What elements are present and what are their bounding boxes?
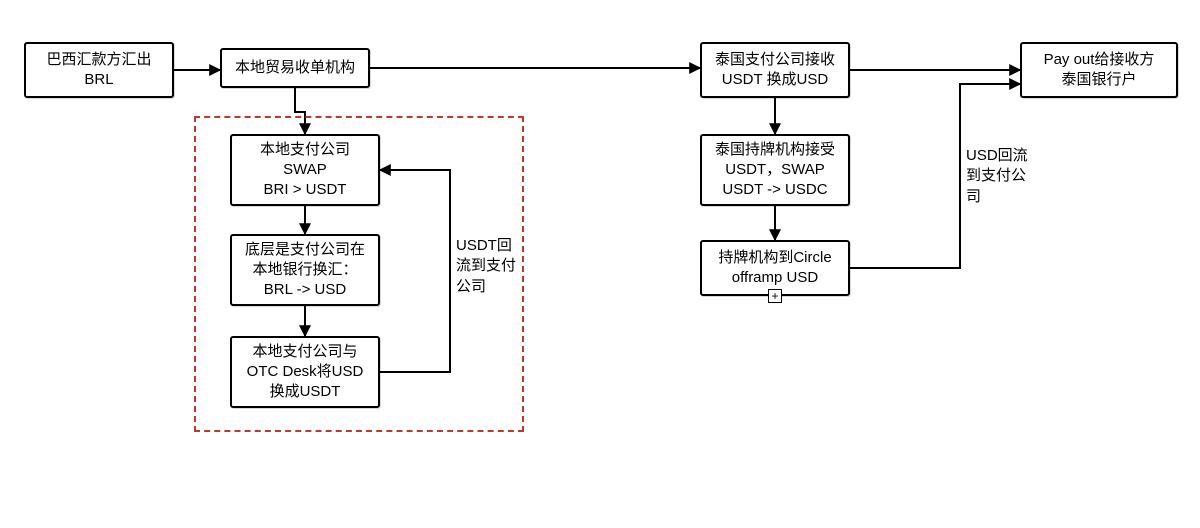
node-text: 本地支付公司 SWAP BRI > USDT — [260, 140, 350, 201]
node-brazil-sender-brl: 巴西汇款方汇出 BRL — [24, 42, 174, 98]
node-circle-offramp-usd: 持牌机构到Circle offramp USD — [700, 240, 850, 296]
node-text: 本地支付公司与 OTC Desk将USD 换成USDT — [247, 342, 364, 403]
node-bank-fx-brl-usd: 底层是支付公司在 本地银行换汇： BRL -> USD — [230, 234, 380, 306]
node-thai-receive-usdt-usd: 泰国支付公司接收 USDT 换成USD — [700, 42, 850, 98]
node-text: 底层是支付公司在 本地银行换汇： BRL -> USD — [245, 240, 365, 301]
edge-label-usd-return: USD回流 到支付公 司 — [966, 146, 1028, 207]
node-thai-licensed-swap-usdt-usdc: 泰国持牌机构接受 USDT，SWAP USDT -> USDC — [700, 134, 850, 206]
node-local-swap-bri-usdt: 本地支付公司 SWAP BRI > USDT — [230, 134, 380, 206]
node-text: 泰国支付公司接收 USDT 换成USD — [715, 50, 835, 91]
node-text: 泰国持牌机构接受 USDT，SWAP USDT -> USDC — [715, 140, 835, 201]
node-payout-thai-bank: Pay out给接收方 泰国银行户 — [1020, 42, 1178, 98]
edge-e6 — [380, 170, 450, 372]
node-text: 巴西汇款方汇出 BRL — [46, 50, 151, 91]
node-text: 本地贸易收单机构 — [235, 58, 355, 78]
edge-e3 — [295, 88, 305, 134]
node-local-acquirer: 本地贸易收单机构 — [220, 48, 370, 88]
node-text: 持牌机构到Circle offramp USD — [718, 248, 831, 289]
node-text: Pay out给接收方 泰国银行户 — [1044, 50, 1155, 91]
node-otc-usd-usdt: 本地支付公司与 OTC Desk将USD 换成USDT — [230, 336, 380, 408]
edge-label-usdt-return: USDT回 流到支付 公司 — [456, 236, 516, 297]
expand-icon: + — [768, 289, 782, 303]
